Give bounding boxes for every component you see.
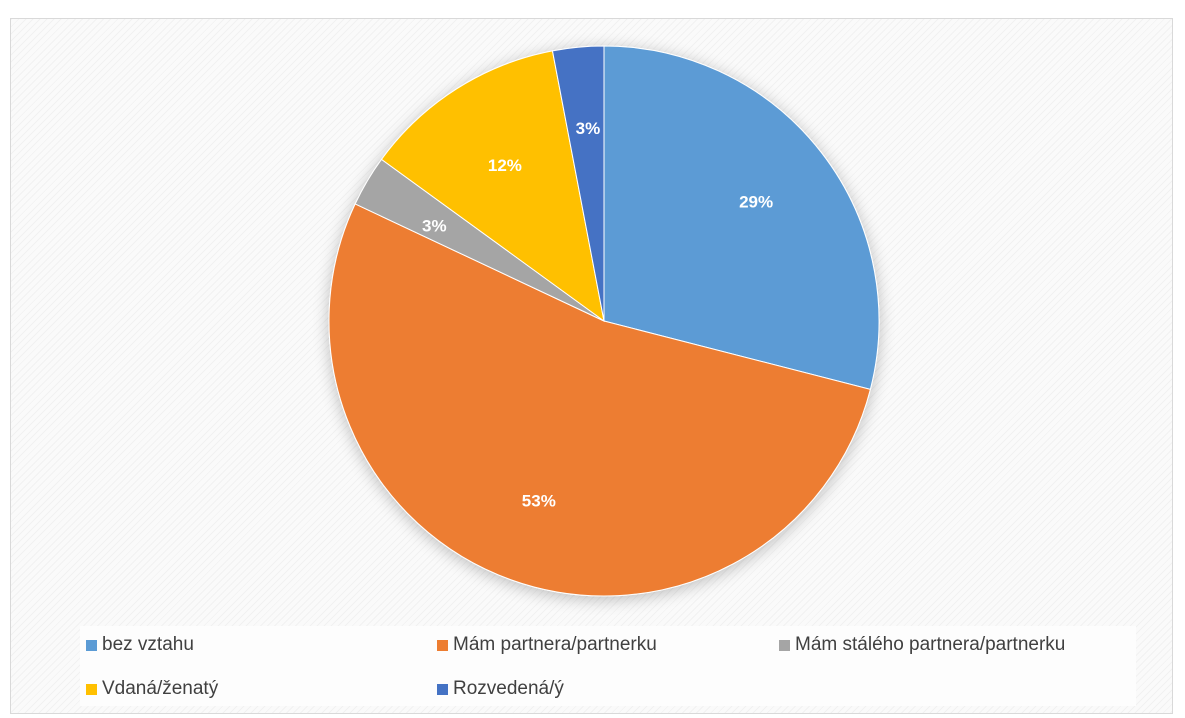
data-label-4: 3% [576,119,601,138]
data-label-3: 12% [488,156,522,175]
pie-slice-0 [603,45,880,390]
legend-swatch [86,639,97,651]
legend-label: bez vztahu [102,634,194,655]
legend-item-mam-partnera: Mám partnera/partnerku [437,634,657,656]
data-label-2: 3% [422,216,447,235]
legend: bez vztahu Mám partnera/partnerku Mám st… [80,626,1136,706]
pie-slice-4 [551,45,605,322]
pie-data-labels: 29% 53% 3% 12% 3% [422,119,773,511]
legend-item-vdana-zenaty: Vdaná/ženatý [86,678,218,700]
pie-slice-3 [380,50,605,323]
data-label-0: 29% [739,192,773,211]
pie-slice-1 [328,203,871,597]
legend-item-rozvedena: Rozvedená/ý [437,678,564,700]
legend-label: Mám partnera/partnerku [453,634,657,655]
legend-label: Vdaná/ženatý [102,678,219,699]
legend-label: Rozvedená/ý [453,678,564,699]
legend-swatch [86,683,97,695]
legend-swatch [779,639,790,651]
legend-item-mam-staleho-partnera: Mám stálého partnera/partnerku [779,634,1065,656]
data-label-1: 53% [522,492,556,511]
legend-swatch [437,639,448,651]
legend-label: Mám stálého partnera/partnerku [795,634,1066,655]
legend-item-bez-vztahu: bez vztahu [86,634,194,656]
pie-slices [328,45,880,597]
legend-swatch [437,683,448,695]
